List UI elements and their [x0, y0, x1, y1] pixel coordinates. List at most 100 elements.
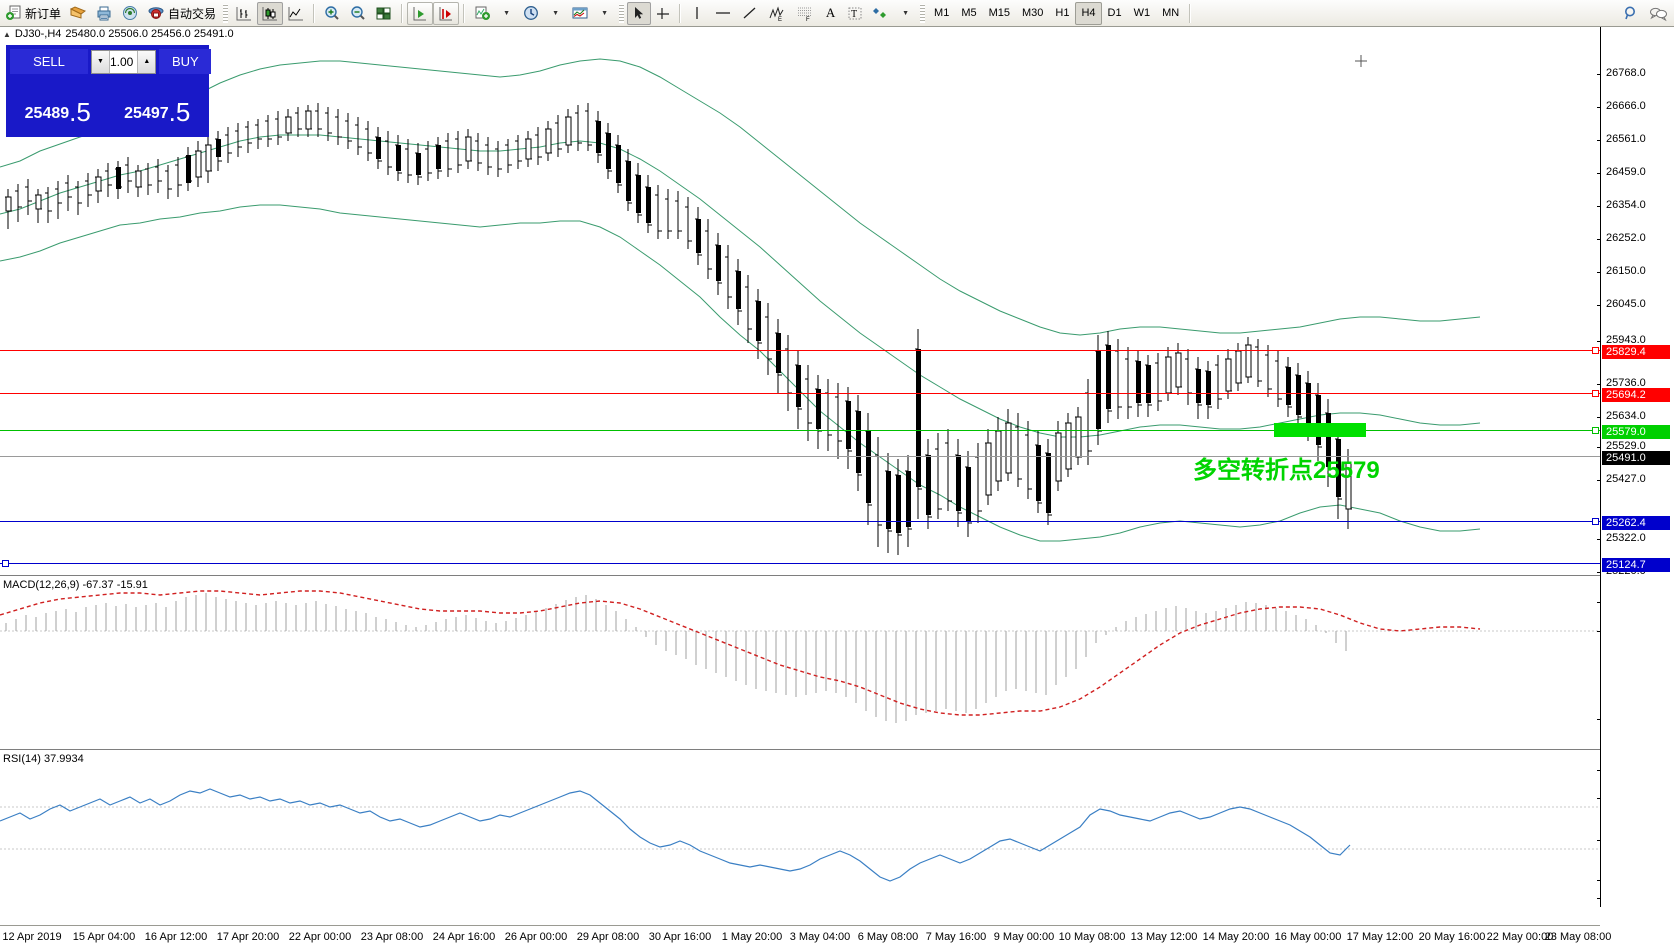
zoom-in-button[interactable]: [319, 2, 345, 25]
auto-trading-button[interactable]: 自动交易: [143, 2, 220, 25]
time-label: 14 May 20:00: [1202, 931, 1270, 943]
svg-text:F: F: [806, 17, 810, 22]
price-scale[interactable]: 26768.0 26666.0 26561.0 26459.0 26354.0 …: [1597, 27, 1674, 900]
timeframe-h4[interactable]: H4: [1075, 1, 1102, 25]
period-dropdown[interactable]: ▼: [552, 9, 559, 17]
level-line-pivot-green[interactable]: [0, 430, 1600, 431]
horizontal-line-button[interactable]: [709, 2, 737, 25]
macd-chart-canvas[interactable]: [0, 583, 1600, 747]
timeframe-h1[interactable]: H1: [1055, 6, 1070, 19]
search-button[interactable]: [1618, 2, 1644, 25]
chart-annotation-text[interactable]: 多空转折点25579: [1193, 457, 1380, 484]
tile-windows-button[interactable]: [371, 2, 397, 25]
add-indicator-dropdown[interactable]: ▼: [503, 9, 510, 17]
toolbar-separator-3: [463, 3, 466, 23]
new-order-button[interactable]: 新订单: [2, 2, 65, 25]
time-label: 23 Apr 08:00: [360, 931, 424, 943]
folder-button[interactable]: [65, 2, 91, 25]
price-chart-canvas[interactable]: [0, 39, 1600, 584]
crosshair-marker: [1355, 55, 1367, 67]
level-handle-support-blue-2[interactable]: [2, 560, 9, 567]
trendline-button[interactable]: [737, 2, 763, 25]
cursor-button[interactable]: [627, 1, 652, 25]
price-tick: 25427.0: [1597, 473, 1646, 485]
templates-dropdown[interactable]: ▼: [601, 9, 608, 17]
toolbar-gripper-3[interactable]: [920, 3, 926, 23]
price-tag-support-blue[interactable]: 25262.4: [1602, 516, 1670, 530]
level-line-support-blue-2[interactable]: [0, 563, 1600, 564]
text-button[interactable]: A: [825, 5, 836, 20]
price-tag-resistance-1[interactable]: 25829.4: [1602, 345, 1670, 359]
toolbar-gripper-2[interactable]: [619, 3, 625, 23]
sell-button[interactable]: SELL: [10, 49, 88, 74]
buy-price-fraction: .5: [168, 97, 191, 127]
shift-start-button[interactable]: [407, 1, 434, 25]
level-line-resistance-2[interactable]: [0, 393, 1600, 394]
level-handle-resistance-1[interactable]: [1592, 347, 1599, 354]
candlestick-chart-button[interactable]: [257, 1, 284, 25]
timeframe-m15[interactable]: M15: [988, 6, 1010, 19]
line-chart-button[interactable]: [283, 2, 309, 25]
level-line-current-price: [0, 456, 1600, 457]
volume-input[interactable]: 1.00: [110, 54, 134, 69]
shift-end-button[interactable]: [433, 1, 460, 25]
time-label: 13 May 12:00: [1130, 931, 1198, 943]
level-handle-resistance-2[interactable]: [1592, 390, 1599, 397]
zoom-out-button[interactable]: [345, 2, 371, 25]
text-label-button[interactable]: T: [842, 2, 868, 25]
volume-increment-button[interactable]: ▲: [137, 50, 156, 73]
buy-price-display[interactable]: 25497 .5: [109, 77, 205, 129]
shapes-dropdown[interactable]: ▼: [902, 9, 909, 17]
timeframe-w1[interactable]: W1: [1133, 6, 1151, 19]
volume-decrement-button[interactable]: ▼: [92, 50, 110, 73]
time-label: 12 Apr 2019: [2, 931, 62, 943]
sell-price-display[interactable]: 25489 .5: [10, 77, 106, 129]
svg-text:E: E: [778, 17, 782, 22]
time-label: 1 May 20:00: [721, 931, 783, 943]
fibonacci-button[interactable]: F: [791, 2, 819, 25]
add-indicator-button[interactable]: [469, 2, 495, 25]
level-handle-support-blue[interactable]: [1592, 518, 1599, 525]
bar-chart-button[interactable]: [231, 2, 257, 25]
time-label: 3 May 04:00: [789, 931, 851, 943]
hline-icon: [716, 12, 731, 14]
price-tag-pivot-green[interactable]: 25579.0: [1602, 425, 1670, 439]
one-click-trading-panel[interactable]: SELL ▼ 1.00 ▲ BUY 25489 .5 25497 .5: [6, 45, 212, 137]
chat-button[interactable]: [1644, 2, 1672, 25]
add-indicator-icon: [475, 6, 491, 20]
time-axis[interactable]: 12 Apr 2019 15 Apr 04:00 16 Apr 12:00 17…: [0, 925, 1611, 952]
level-line-resistance-1[interactable]: [0, 350, 1600, 351]
timeframe-d1[interactable]: D1: [1107, 6, 1122, 19]
level-handle-pivot-green[interactable]: [1592, 427, 1599, 434]
timeframe-m30[interactable]: M30: [1022, 6, 1044, 19]
time-label: 6 May 08:00: [857, 931, 919, 943]
elliott-wave-button[interactable]: E: [763, 2, 791, 25]
timeframe-mn[interactable]: MN: [1162, 6, 1180, 19]
buy-price-main: 25497: [124, 105, 169, 122]
toolbar-gripper-1[interactable]: [223, 3, 229, 23]
pane-separator-rsi: [0, 749, 1600, 750]
time-label: 16 Apr 12:00: [144, 931, 208, 943]
timeframe-m5[interactable]: M5: [961, 6, 977, 19]
buy-button[interactable]: BUY: [159, 49, 212, 74]
shapes-button[interactable]: [868, 2, 894, 25]
bearish-candle-bodies: [116, 121, 1341, 533]
crosshair-button[interactable]: [651, 2, 675, 25]
sell-price-main: 25489: [24, 105, 70, 122]
print-button[interactable]: [91, 2, 117, 25]
templates-button[interactable]: [567, 2, 593, 25]
price-tag-support-blue-2[interactable]: 25124.7: [1602, 558, 1670, 572]
price-tag-resistance-2[interactable]: 25694.2: [1602, 388, 1670, 402]
timeframe-m1[interactable]: M1: [934, 6, 950, 19]
signal-button[interactable]: [117, 2, 143, 25]
auto-trading-label: 自动交易: [168, 6, 217, 21]
green-zone-highlight: [1274, 423, 1366, 437]
symbol-name: DJ30-,H4: [14, 28, 62, 40]
vertical-line-button[interactable]: [685, 2, 709, 25]
collapse-triangle-icon[interactable]: ▲: [3, 29, 11, 39]
period-button[interactable]: [518, 2, 544, 25]
chart-area[interactable]: ▲ DJ30-,H4 25480.0 25506.0 25456.0 25491…: [0, 27, 1674, 952]
rsi-chart-canvas[interactable]: [0, 759, 1600, 907]
level-line-support-blue[interactable]: [0, 521, 1600, 522]
fibo-icon: F: [798, 7, 812, 22]
